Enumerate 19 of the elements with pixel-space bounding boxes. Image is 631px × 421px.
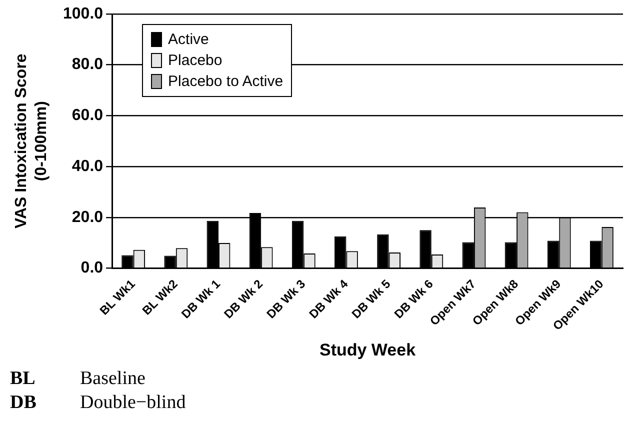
x-axis-title: Study Week xyxy=(319,340,416,360)
x-tick-label: DB Wk 1 xyxy=(178,276,224,322)
y-axis-title: VAS Intoxication Score (0-100mm) xyxy=(13,54,50,229)
x-tick-label: DB Wk 4 xyxy=(306,276,351,322)
y-tick-label: 100.0 xyxy=(62,5,104,22)
text: DB Double−blind xyxy=(10,392,186,413)
legend-label: Placebo xyxy=(167,51,224,71)
x-tick-label: DB Wk 3 xyxy=(264,276,308,322)
y-tick-label: 20.0 xyxy=(72,208,104,226)
y-tick-label: 60.0 xyxy=(72,107,104,124)
y-tick-label: 0.0 xyxy=(80,260,104,277)
legend-label: Active xyxy=(167,30,210,50)
text: BL Baseline xyxy=(10,368,146,389)
y-tick-label: 40.0 xyxy=(72,158,104,175)
x-tick-label: BL Wk1 xyxy=(96,276,138,318)
x-tick-label: DB Wk 2 xyxy=(221,276,266,322)
legend-label: Placebo to Active xyxy=(167,72,284,92)
x-tick-label: DB Wk 5 xyxy=(348,276,394,322)
y-tick-label: 80.0 xyxy=(72,56,104,74)
